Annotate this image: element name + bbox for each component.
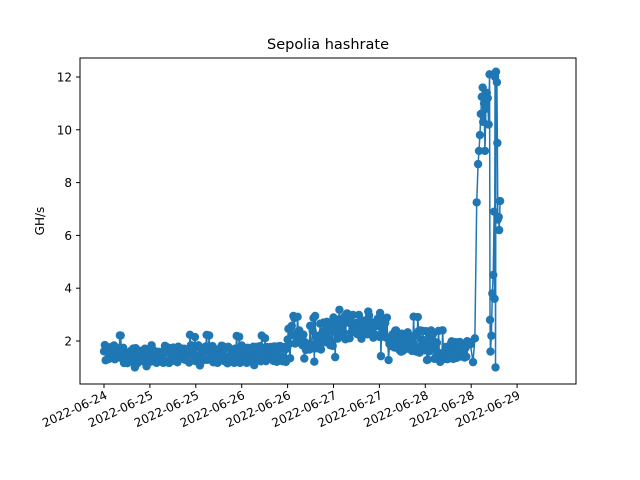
data-point — [474, 146, 484, 156]
data-point — [490, 294, 499, 303]
data-point — [285, 354, 295, 363]
data-point — [475, 130, 485, 140]
data-point — [382, 313, 392, 322]
data-point — [364, 311, 374, 320]
data-point — [348, 310, 358, 320]
data-point — [316, 345, 326, 354]
data-point — [487, 331, 496, 340]
data-point — [325, 326, 334, 336]
data-point — [493, 138, 502, 148]
data-point — [491, 67, 501, 76]
data-point — [466, 340, 475, 349]
data-point — [432, 338, 442, 347]
data-point — [260, 334, 270, 343]
data-point — [204, 331, 214, 340]
data-point — [310, 357, 319, 366]
data-point — [495, 225, 504, 235]
chart-title: Sepolia hashrate — [267, 37, 389, 53]
data-point — [293, 312, 302, 322]
data-point — [472, 198, 481, 207]
data-point — [229, 358, 239, 368]
data-point — [310, 311, 320, 321]
data-point — [468, 357, 478, 367]
data-point — [339, 328, 348, 337]
data-point — [485, 315, 495, 325]
data-point — [480, 146, 490, 156]
data-point — [328, 341, 337, 351]
y-axis-label: GH/s — [33, 207, 47, 236]
data-point — [473, 159, 483, 169]
data-point — [372, 321, 381, 331]
data-point — [438, 326, 447, 335]
data-point — [492, 78, 502, 87]
y-tick-label: 2 — [64, 335, 72, 349]
data-point — [287, 321, 296, 331]
y-tick-label: 6 — [64, 229, 72, 243]
data-point — [423, 355, 432, 364]
data-point — [462, 352, 471, 361]
plot-area — [99, 67, 505, 372]
data-point — [300, 354, 309, 363]
data-point — [484, 120, 493, 129]
y-tick-label: 8 — [64, 176, 72, 190]
y-tick-label: 10 — [57, 123, 72, 137]
data-point — [335, 305, 344, 314]
data-point — [413, 312, 422, 322]
data-point — [495, 196, 505, 206]
y-tick-label: 12 — [57, 71, 72, 85]
data-point — [425, 347, 434, 356]
data-point — [470, 334, 480, 343]
data-point — [384, 355, 393, 365]
data-point — [299, 330, 308, 339]
data-point — [354, 310, 364, 320]
data-point — [376, 351, 386, 361]
axes-frame — [79, 57, 577, 385]
data-point — [235, 332, 244, 341]
data-point — [184, 358, 194, 367]
data-point — [483, 93, 492, 103]
data-point — [116, 331, 125, 340]
data-point — [486, 347, 495, 356]
data-point — [494, 212, 503, 222]
data-point — [489, 270, 498, 280]
data-point — [476, 109, 486, 119]
data-point — [481, 104, 491, 113]
y-tick-label: 4 — [64, 282, 72, 296]
data-point — [330, 352, 340, 362]
data-point — [491, 363, 500, 372]
data-point — [190, 332, 200, 342]
